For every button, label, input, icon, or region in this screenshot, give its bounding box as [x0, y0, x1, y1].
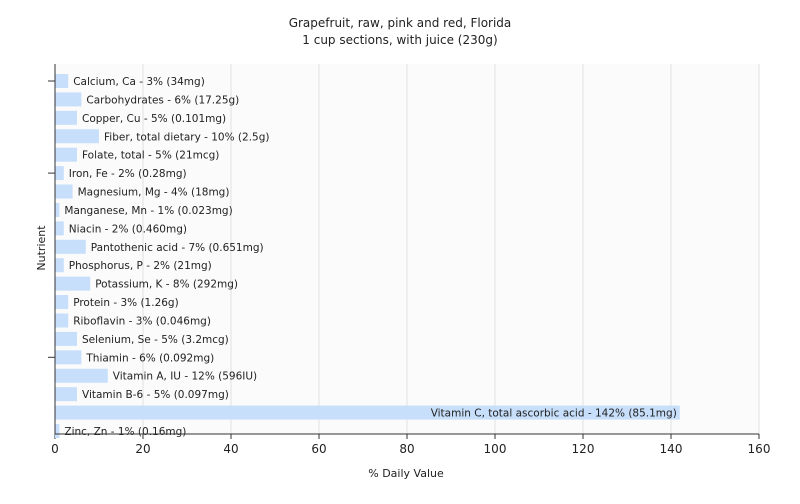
bar: [55, 331, 77, 346]
x-tick-label: 80: [399, 442, 414, 456]
bar-data-label: Riboflavin - 3% (0.046mg): [73, 315, 211, 327]
bar: [55, 166, 64, 181]
bar-data-label: Calcium, Ca - 3% (34mg): [73, 76, 205, 88]
bar-data-label: Zinc, Zn - 1% (0.16mg): [64, 426, 186, 438]
bar: [55, 350, 82, 365]
bar-data-label: Phosphorus, P - 2% (21mg): [69, 260, 212, 272]
bar: [55, 258, 64, 273]
x-tick-label: 140: [660, 442, 683, 456]
bar-data-label: Copper, Cu - 5% (0.101mg): [82, 113, 226, 125]
bar-data-label: Fiber, total dietary - 10% (2.5g): [104, 131, 269, 143]
bar: [55, 92, 82, 107]
bar: [55, 202, 60, 217]
bar-data-label: Magnesium, Mg - 4% (18mg): [78, 187, 230, 199]
bar: [55, 368, 108, 383]
y-axis-label: Nutrient: [35, 225, 48, 271]
bar: [55, 184, 73, 199]
bar: [55, 313, 69, 328]
bar: [55, 424, 60, 438]
bar: [55, 276, 91, 291]
bar-data-label: Protein - 3% (1.26g): [73, 297, 179, 309]
x-axis-label: % Daily Value: [368, 467, 444, 480]
bar-data-label: Potassium, K - 8% (292mg): [95, 279, 238, 291]
chart-subtitle: 1 cup sections, with juice (230g): [302, 33, 497, 47]
x-tick-label: 160: [748, 442, 771, 456]
bar-data-label: Vitamin A, IU - 12% (596IU): [113, 371, 257, 383]
bar: [55, 387, 77, 402]
bar-data-label: Folate, total - 5% (21mcg): [82, 150, 219, 162]
x-tick-label: 100: [484, 442, 507, 456]
chart-title: Grapefruit, raw, pink and red, Florida: [289, 16, 512, 30]
bar: [55, 147, 77, 162]
bar-data-label: Carbohydrates - 6% (17.25g): [86, 94, 239, 106]
bar: [55, 295, 69, 310]
x-tick-label: 120: [572, 442, 595, 456]
bar-data-label: Iron, Fe - 2% (0.28mg): [69, 168, 187, 180]
bar-data-label: Selenium, Se - 5% (3.2mcg): [82, 334, 229, 346]
bar: [55, 221, 64, 236]
bar: [55, 110, 77, 125]
bar: [55, 129, 99, 144]
x-tick-label: 60: [311, 442, 326, 456]
plot-area: 0 20 40 60 80 100 120 140 160 Calcium, Ca - 3% (3…: [48, 64, 770, 456]
x-tick-label: 0: [51, 442, 59, 456]
bar: [55, 405, 680, 420]
bar: [55, 74, 69, 88]
bar-data-label: Niacin - 2% (0.460mg): [69, 223, 187, 235]
x-tick-label: 40: [223, 442, 238, 456]
bar-data-label: Pantothenic acid - 7% (0.651mg): [91, 242, 264, 254]
x-tick-label: 20: [135, 442, 150, 456]
bar-data-label: Vitamin B-6 - 5% (0.097mg): [82, 389, 229, 401]
bar-data-label: Thiamin - 6% (0.092mg): [85, 352, 214, 364]
bar-data-label: Vitamin C, total ascorbic acid - 142% (8…: [431, 408, 677, 420]
bar: [55, 239, 86, 254]
bar-data-label: Manganese, Mn - 1% (0.023mg): [64, 205, 232, 217]
